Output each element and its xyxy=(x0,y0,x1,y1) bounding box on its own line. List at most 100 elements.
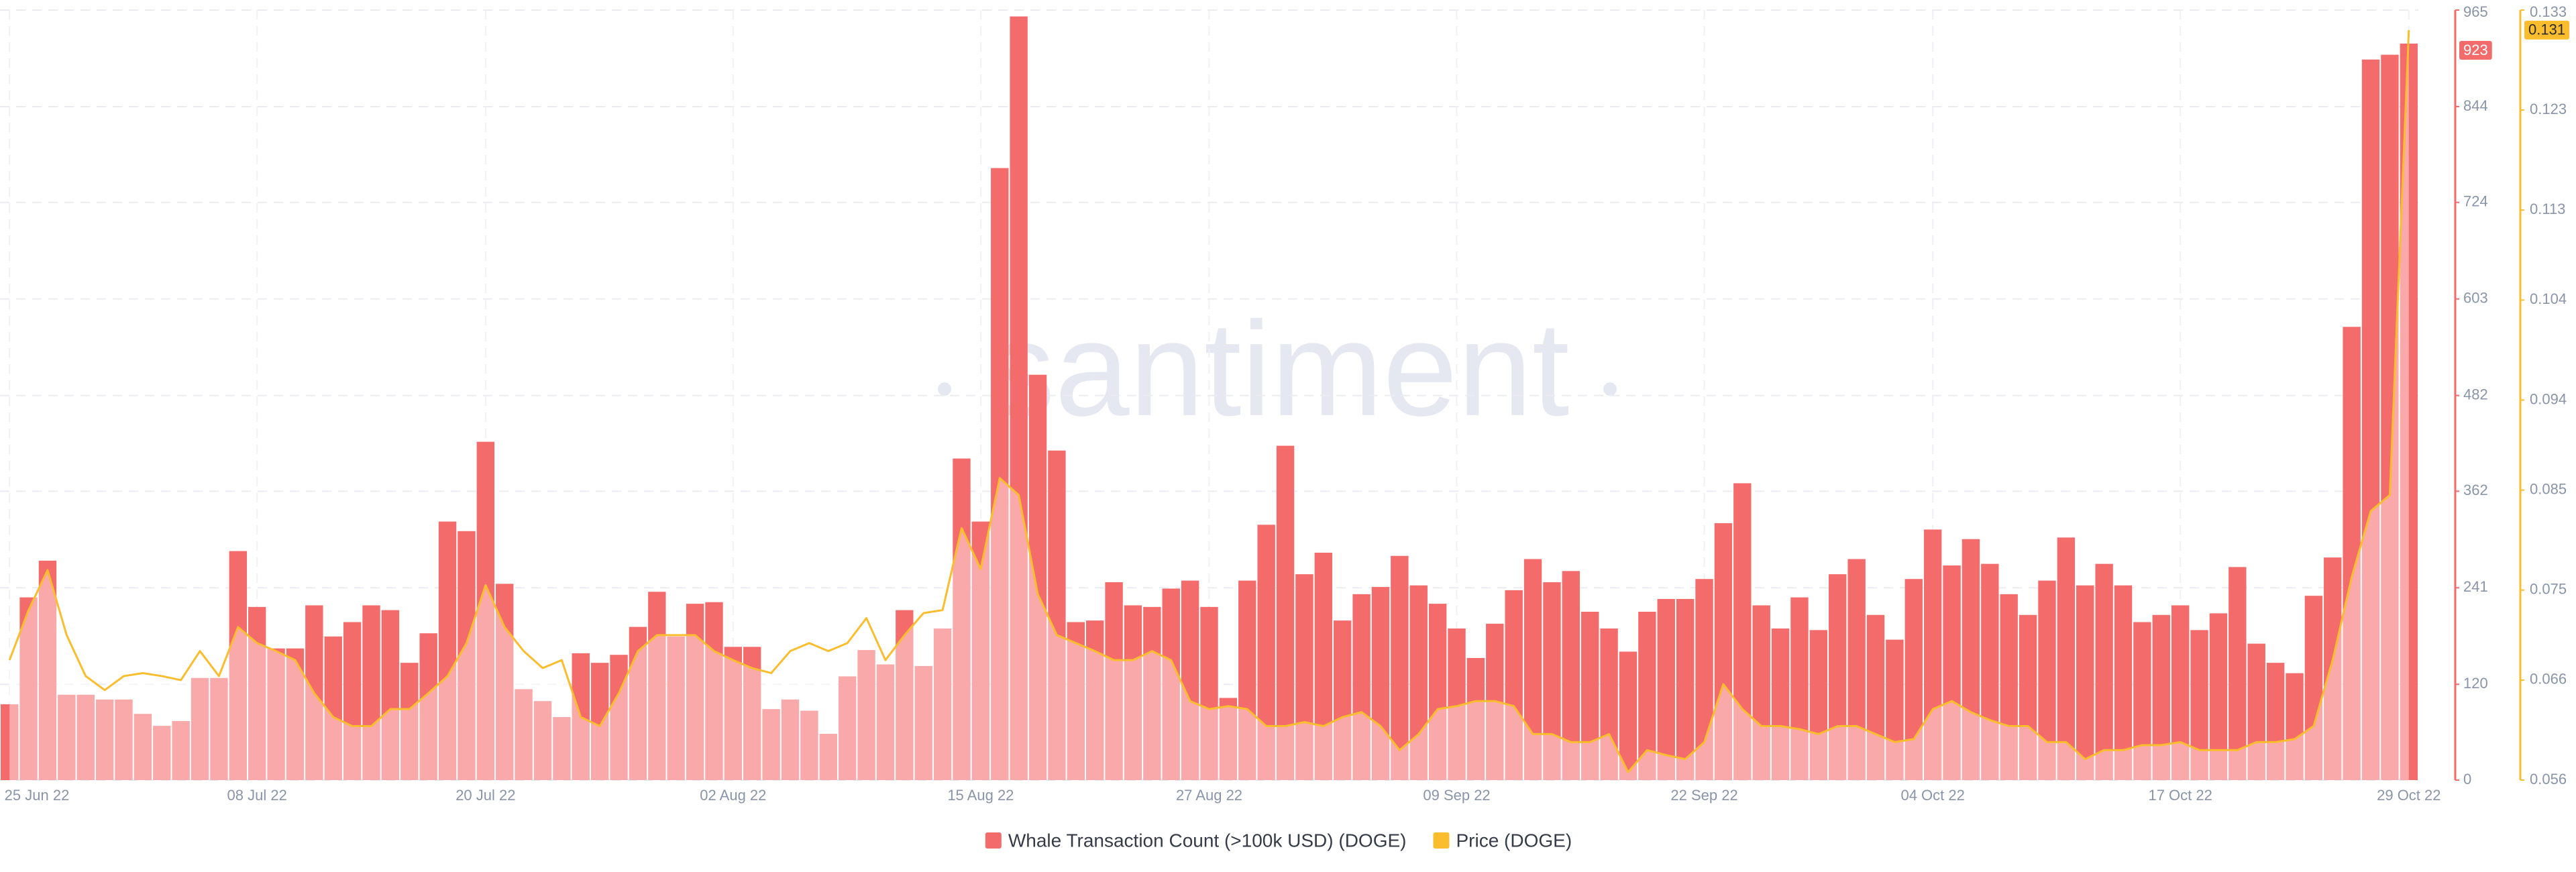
bar xyxy=(1771,628,1790,780)
x-tick-label: 25 Jun 22 xyxy=(5,787,70,804)
x-tick-label: 08 Jul 22 xyxy=(227,787,287,804)
bar xyxy=(2171,605,2190,780)
bar xyxy=(2000,594,2018,780)
legend-label: Whale Transaction Count (>100k USD) (DOG… xyxy=(1008,830,1407,851)
marks xyxy=(1,16,2418,781)
bar xyxy=(58,694,76,780)
current-value-badge: 923 xyxy=(2459,40,2492,60)
y2-tick-label: 0.113 xyxy=(2530,201,2565,217)
legend: Whale Transaction Count (>100k USD) (DOG… xyxy=(985,830,1572,851)
bar xyxy=(819,734,837,780)
bar xyxy=(1543,582,1561,780)
bar xyxy=(458,531,476,780)
bar xyxy=(1886,639,1904,780)
legend-swatch xyxy=(1433,832,1450,849)
bar xyxy=(2247,643,2265,780)
bar xyxy=(1295,574,1313,780)
y-tick-label: 603 xyxy=(2463,289,2488,306)
bar xyxy=(1,704,19,780)
bar xyxy=(2038,580,2056,780)
bar xyxy=(610,655,628,780)
y2-tick-label: 0.133 xyxy=(2530,3,2567,20)
bar xyxy=(2324,557,2342,780)
bar xyxy=(553,717,571,780)
bar xyxy=(2229,567,2247,780)
bar xyxy=(1923,529,1942,780)
bar xyxy=(1314,552,1333,780)
bar xyxy=(343,622,362,780)
bar xyxy=(648,592,666,780)
y-tick-label: 120 xyxy=(2463,675,2488,692)
watermark-text: santiment xyxy=(987,294,1569,444)
bar xyxy=(2076,585,2094,780)
bar xyxy=(1829,574,1847,780)
x-tick-label: 04 Oct 22 xyxy=(1900,787,1964,804)
bar xyxy=(1790,597,1809,780)
bar xyxy=(95,699,114,780)
bar xyxy=(914,665,932,780)
legend-swatch xyxy=(985,832,1002,849)
bar xyxy=(991,168,1009,780)
bar xyxy=(838,676,857,780)
bar xyxy=(686,604,704,780)
bar xyxy=(1010,16,1028,781)
badge-label: 923 xyxy=(2463,42,2488,58)
bar xyxy=(2019,614,2037,780)
badge-label: 0.131 xyxy=(2528,21,2565,38)
bar xyxy=(590,663,609,780)
bar xyxy=(1334,620,1352,780)
badge-box xyxy=(2524,20,2570,40)
y2-tick-label: 0.085 xyxy=(2530,480,2567,497)
bar xyxy=(724,647,743,780)
bar xyxy=(1048,450,1066,780)
bar xyxy=(267,648,285,780)
bar xyxy=(781,699,800,780)
bar xyxy=(762,709,780,780)
bar xyxy=(1371,587,1390,780)
bar xyxy=(953,458,971,780)
bar xyxy=(1200,606,1218,780)
x-tick-label: 15 Aug 22 xyxy=(947,787,1014,804)
bar xyxy=(1409,585,1428,780)
x-tick-label: 29 Oct 22 xyxy=(2377,787,2440,804)
bar xyxy=(2381,54,2399,781)
x-tick-label: 02 Aug 22 xyxy=(700,787,766,804)
bar xyxy=(1962,539,1980,780)
bar xyxy=(1809,630,1828,780)
bar xyxy=(1257,525,1275,780)
bar xyxy=(2286,673,2304,780)
bar xyxy=(876,664,895,780)
bar xyxy=(1581,611,1599,780)
bar xyxy=(438,521,457,780)
bar xyxy=(362,605,380,780)
bar xyxy=(191,677,209,780)
bar xyxy=(2057,537,2076,780)
bar xyxy=(1238,580,1256,780)
watermark: santiment xyxy=(938,294,1617,444)
price-area xyxy=(9,30,2409,780)
bar xyxy=(1505,590,1523,780)
bar xyxy=(1143,606,1161,780)
bar xyxy=(115,699,133,780)
bar xyxy=(1162,588,1180,780)
bar xyxy=(1523,559,1542,780)
x-tick-label: 09 Sep 22 xyxy=(1423,787,1490,804)
bar xyxy=(705,602,723,780)
bar xyxy=(933,628,952,780)
bar xyxy=(1562,571,1580,780)
y-tick-label: 0 xyxy=(2463,771,2471,787)
bar xyxy=(476,441,495,780)
bar xyxy=(2152,614,2170,780)
bar xyxy=(1981,563,1999,780)
y2-tick-label: 0.075 xyxy=(2530,581,2567,598)
current-value-badge: 0.131 xyxy=(2524,20,2570,40)
badge-box xyxy=(2459,40,2492,60)
bar xyxy=(1733,483,1752,780)
bar xyxy=(153,726,171,780)
y2-tick-label: 0.104 xyxy=(2530,290,2567,307)
bar xyxy=(1105,582,1123,780)
watermark-dot xyxy=(1603,382,1617,396)
bar xyxy=(857,650,875,780)
bar xyxy=(1352,594,1371,780)
x-tick-label: 27 Aug 22 xyxy=(1176,787,1242,804)
